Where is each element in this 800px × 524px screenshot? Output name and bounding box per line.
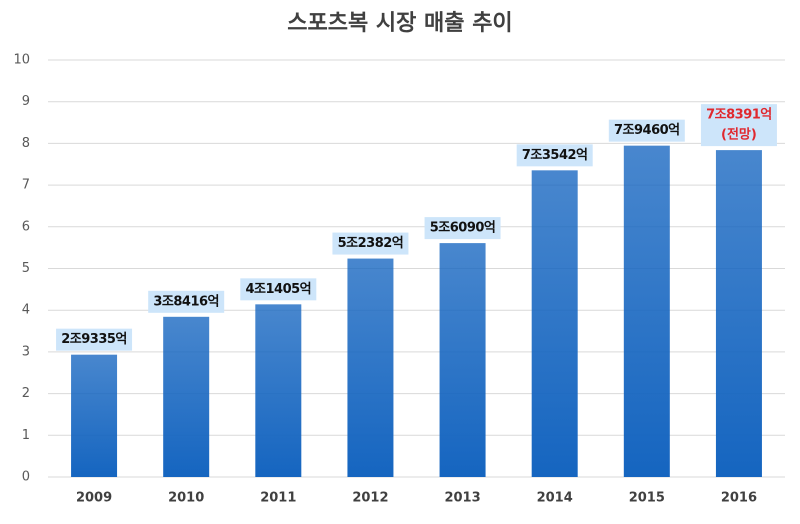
y-tick-label: 3: [22, 344, 30, 359]
value-label-box: [700, 104, 777, 147]
y-tick-label: 7: [22, 178, 30, 193]
value-label: 7조8391억: [706, 108, 772, 123]
value-label-box: [424, 217, 501, 240]
bar: [715, 150, 762, 477]
x-tick-label: 2009: [76, 491, 112, 506]
annotation: (전망): [721, 127, 757, 143]
x-tick-label: 2013: [444, 491, 480, 506]
y-tick-label: 0: [22, 470, 30, 485]
x-tick-label: 2016: [721, 491, 757, 506]
value-label: 4조1405억: [245, 282, 311, 297]
value-label-box: [148, 290, 225, 313]
x-tick-label: 2012: [352, 491, 388, 506]
x-tick-label: 2014: [537, 491, 573, 506]
value-label: 3조8416억: [153, 294, 219, 309]
bar: [347, 258, 394, 477]
bar: [255, 304, 302, 477]
bar: [439, 243, 486, 477]
chart-title: 스포츠복 시장 매출 추이: [287, 11, 512, 36]
y-tick-label: 1: [22, 428, 30, 443]
bar: [531, 170, 578, 477]
bar: [71, 354, 118, 477]
x-tick-label: 2010: [168, 491, 204, 506]
bar: [163, 316, 210, 477]
x-tick-label: 2015: [629, 491, 665, 506]
value-label-box: [240, 278, 317, 301]
y-tick-label: 9: [22, 94, 30, 109]
y-tick-label: 8: [22, 136, 30, 151]
value-label: 7조3542억: [522, 148, 588, 163]
value-label: 5조2382억: [338, 236, 404, 251]
value-label-box: [516, 144, 593, 167]
value-label-box: [332, 232, 409, 255]
y-tick-label: 6: [22, 219, 30, 234]
value-label: 5조6090억: [430, 221, 496, 236]
y-tick-label: 10: [13, 53, 30, 68]
y-tick-label: 5: [22, 261, 30, 276]
value-label-box: [56, 328, 133, 351]
value-label: 7조9460억: [614, 123, 680, 138]
bar: [623, 145, 670, 477]
x-tick-label: 2011: [260, 491, 296, 506]
value-label-box: [608, 119, 685, 142]
y-tick-label: 2: [22, 386, 30, 401]
value-label: 2조9335억: [61, 332, 127, 347]
y-tick-label: 4: [22, 303, 30, 318]
